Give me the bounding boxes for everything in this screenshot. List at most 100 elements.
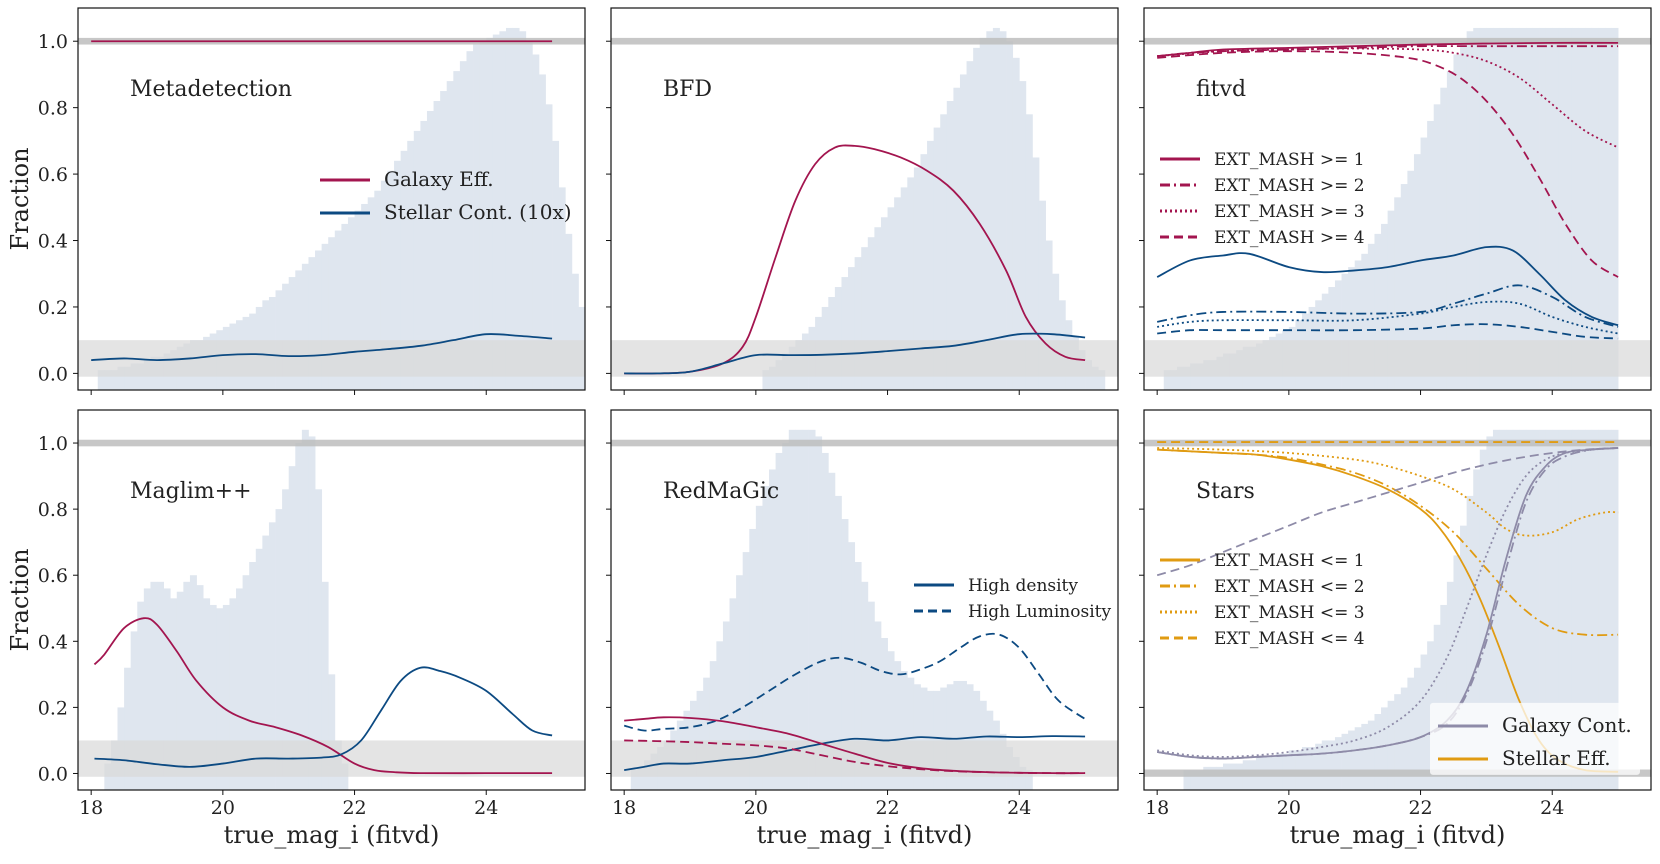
axes-frame <box>1143 409 1652 791</box>
hist-bar <box>492 34 500 390</box>
hist-bar <box>1558 27 1566 390</box>
hist-bar <box>1012 57 1020 390</box>
hist-bar <box>321 243 329 390</box>
hist-bar <box>426 110 434 390</box>
hist-bar <box>913 167 921 390</box>
hist-bar <box>440 91 448 390</box>
panel-4: 18 20 22 24 0.0 0.2 0.4 0.6 0.8 1.0 true_mag_i (fi… <box>6 409 586 849</box>
series-line <box>1156 447 1619 577</box>
hist-bar <box>887 651 895 790</box>
hist-bar <box>1539 429 1547 790</box>
band-zero <box>1144 340 1651 377</box>
hist-bar <box>453 71 461 390</box>
hist-bar <box>1170 370 1178 390</box>
hist-bar <box>1394 694 1402 790</box>
hist-bar <box>1545 429 1553 790</box>
hist-bar <box>940 114 948 390</box>
hist-bar <box>1038 200 1046 390</box>
legend: EXT_MASH >= 1 EXT_MASH >= 2 EXT_MASH >= 3 E… <box>1160 150 1365 248</box>
hist-bar <box>854 562 862 790</box>
hist-bar <box>1223 763 1230 790</box>
hist-bar <box>301 263 309 390</box>
x-tick-label: 24 <box>474 797 498 819</box>
band-zero <box>1144 769 1651 777</box>
hist-bar <box>1591 429 1599 790</box>
hist-bar <box>1407 677 1415 790</box>
hist-bar <box>361 203 369 390</box>
hist-bar <box>821 452 829 790</box>
legend-label: EXT_MASH <= 3 <box>1214 603 1365 623</box>
hist-bar <box>1611 27 1619 390</box>
hist-bar <box>262 535 270 790</box>
series-line <box>1157 300 1619 335</box>
hist-bar <box>887 207 895 390</box>
series-line <box>624 144 1086 375</box>
hist-bar <box>1598 429 1606 790</box>
panel-title: fitvd <box>1196 77 1246 102</box>
series-line <box>1157 447 1619 537</box>
hist-bar <box>808 429 816 790</box>
hist-bar <box>1499 429 1507 790</box>
y-axis-label: Fraction <box>6 147 34 250</box>
hist-bar <box>1512 429 1520 790</box>
hist-bar <box>1328 740 1336 790</box>
hist-bar <box>525 41 533 390</box>
hist-bar <box>834 287 842 390</box>
hist-bar <box>394 160 402 390</box>
hist-bar <box>288 277 296 390</box>
legend: Galaxy Cont. Stellar Eff. <box>1430 702 1640 775</box>
hist-bar <box>1019 81 1027 390</box>
x-tick-label: 24 <box>1540 797 1564 819</box>
hist-bar <box>341 223 349 390</box>
hist-bar <box>1400 184 1408 390</box>
hist-bar <box>157 581 164 790</box>
hist-bar <box>1492 27 1500 390</box>
legend-label: Galaxy Cont. <box>1502 713 1632 737</box>
hist-bar <box>479 41 487 390</box>
band-zero <box>78 340 585 377</box>
hist-bar <box>1525 429 1533 790</box>
hist-bar <box>1334 737 1342 790</box>
hist-bar <box>1552 429 1560 790</box>
hist-bar <box>874 621 882 790</box>
hist-bar <box>1242 760 1250 790</box>
hist-bar <box>848 542 856 790</box>
hist-bar <box>880 217 888 390</box>
hist-bar <box>598 363 605 393</box>
legend-label: Stellar Cont. (10x) <box>384 200 572 224</box>
hist-bar <box>1525 27 1533 390</box>
hist-bar <box>861 247 869 390</box>
hist-bar <box>1407 170 1415 390</box>
hist-bar <box>900 671 908 790</box>
hist-bar <box>1466 31 1474 390</box>
hist-bar <box>1427 120 1435 390</box>
hist-bar <box>854 257 862 390</box>
hist-bar <box>1367 720 1375 790</box>
hist-bar <box>1446 581 1454 790</box>
hist-bar <box>841 277 849 390</box>
hist-bar <box>1032 157 1040 390</box>
hist-bar <box>1552 27 1560 390</box>
hist-bar <box>1006 41 1014 390</box>
hist-bar <box>1519 27 1527 390</box>
hist-bar <box>1348 267 1356 390</box>
hist-bar <box>722 621 730 790</box>
hist-bar <box>1374 233 1382 390</box>
hist-bar <box>1506 27 1514 390</box>
axes-frame <box>77 7 586 391</box>
hist-bar <box>861 581 869 790</box>
hist-bar <box>1341 733 1349 790</box>
hist-bar <box>1558 429 1566 790</box>
hist-bar <box>867 237 875 390</box>
hist-bar <box>1499 27 1507 390</box>
hist-bar <box>1321 740 1329 790</box>
hist-bar <box>1598 27 1606 390</box>
hist-bar <box>769 469 777 790</box>
hist-bar <box>1394 197 1402 390</box>
hist-bar <box>1387 700 1395 790</box>
band-one <box>1144 37 1651 45</box>
hist-bar <box>347 217 355 390</box>
hist-bar <box>874 227 882 390</box>
legend-label: EXT_MASH >= 3 <box>1214 202 1365 222</box>
hist-bar <box>268 522 276 790</box>
